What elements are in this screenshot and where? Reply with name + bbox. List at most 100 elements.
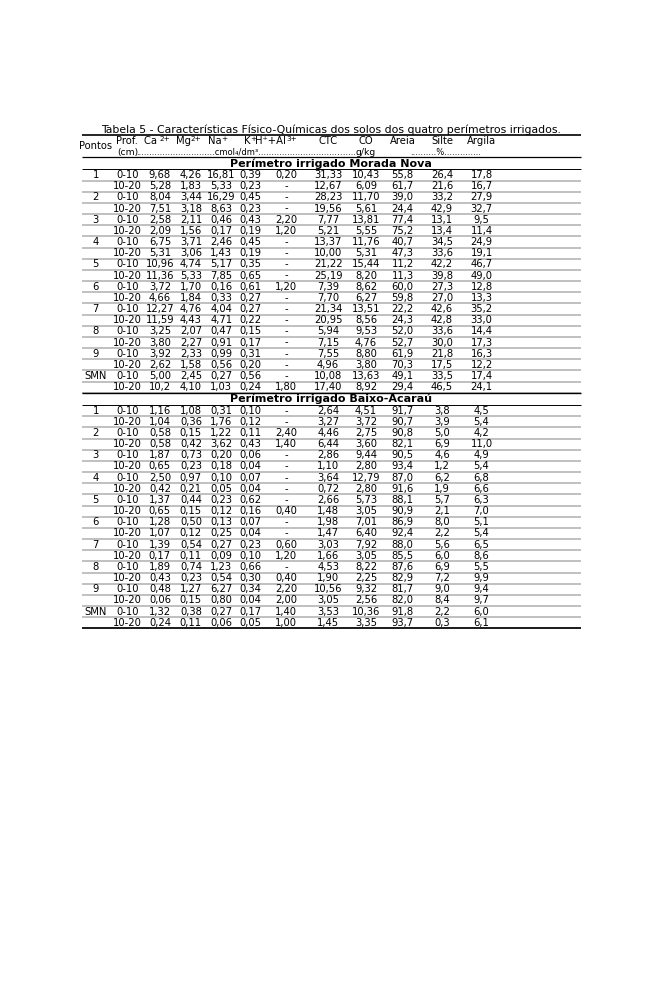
Text: 87,6: 87,6 [391,562,413,572]
Text: 8,80: 8,80 [355,349,377,359]
Text: 0,27: 0,27 [210,371,232,381]
Text: 1,9: 1,9 [434,484,450,494]
Text: Perímetro irrigado Morada Nova: Perímetro irrigado Morada Nova [230,158,432,168]
Text: 10-20: 10-20 [113,528,142,538]
Text: 90,7: 90,7 [391,417,413,426]
Text: 8,0: 8,0 [434,517,450,527]
Text: 0,05: 0,05 [239,618,261,628]
Text: 2,80: 2,80 [355,484,377,494]
Text: 13,81: 13,81 [352,215,380,225]
Text: 0-10: 0-10 [116,517,138,527]
Text: 0-10: 0-10 [116,451,138,461]
Text: 6,2: 6,2 [434,473,450,483]
Text: SMN: SMN [84,371,107,381]
Text: 8: 8 [93,327,99,337]
Text: 8,56: 8,56 [355,316,377,326]
Text: 2,56: 2,56 [355,596,377,606]
Text: 10-20: 10-20 [113,439,142,450]
Text: 2,62: 2,62 [149,360,171,370]
Text: 0,16: 0,16 [210,281,232,291]
Text: 3,44: 3,44 [180,193,202,203]
Text: 16,81: 16,81 [207,170,236,180]
Text: 60,0: 60,0 [391,281,413,291]
Text: 1,45: 1,45 [317,618,339,628]
Text: K: K [244,136,250,146]
Text: 0,04: 0,04 [239,462,261,472]
Text: 3,92: 3,92 [149,349,171,359]
Text: 21,34: 21,34 [314,304,342,314]
Text: 24,9: 24,9 [470,237,492,247]
Text: 22,2: 22,2 [391,304,413,314]
Text: 11,70: 11,70 [352,193,380,203]
Text: 1,00: 1,00 [275,618,297,628]
Text: 52,0: 52,0 [391,327,413,337]
Text: Argila: Argila [467,136,496,146]
Text: 17,8: 17,8 [470,170,492,180]
Text: 7: 7 [93,304,99,314]
Text: 55,8: 55,8 [391,170,413,180]
Text: 1,23: 1,23 [210,562,232,572]
Text: (cm): (cm) [117,147,138,156]
Text: 61,9: 61,9 [391,349,413,359]
Text: 2+: 2+ [160,136,171,142]
Text: 0-10: 0-10 [116,405,138,415]
Text: 6,0: 6,0 [434,550,450,560]
Text: 0,56: 0,56 [239,371,261,381]
Text: 3,64: 3,64 [317,473,339,483]
Text: 0,43: 0,43 [149,574,171,584]
Text: 5,31: 5,31 [355,248,377,258]
Text: Silte: Silte [431,136,453,146]
Text: 0,91: 0,91 [210,338,232,348]
Text: 0,23: 0,23 [180,574,202,584]
Text: -: - [285,451,288,461]
Text: 0,07: 0,07 [239,473,261,483]
Text: 42,6: 42,6 [431,304,453,314]
Text: 17,5: 17,5 [431,360,453,370]
Text: 10-20: 10-20 [113,270,142,280]
Text: 9,4: 9,4 [474,585,489,595]
Text: 0,20: 0,20 [210,451,232,461]
Text: 5,17: 5,17 [210,259,232,269]
Text: 0,54: 0,54 [180,539,202,549]
Text: 27,0: 27,0 [431,293,453,302]
Text: 6: 6 [93,281,99,291]
Text: 5,00: 5,00 [149,371,171,381]
Text: 5,28: 5,28 [149,181,171,192]
Text: CTC: CTC [318,136,338,146]
Text: 93,4: 93,4 [391,462,413,472]
Text: 12,2: 12,2 [470,360,492,370]
Text: 1,37: 1,37 [149,495,171,505]
Text: 5,4: 5,4 [474,528,489,538]
Text: 5,33: 5,33 [210,181,232,192]
Text: 61,7: 61,7 [391,181,413,192]
Text: 13,37: 13,37 [314,237,342,247]
Text: 3,05: 3,05 [355,506,377,516]
Text: 0-10: 0-10 [116,495,138,505]
Text: 90,5: 90,5 [391,451,413,461]
Text: 17,4: 17,4 [470,371,492,381]
Text: 12,67: 12,67 [314,181,342,192]
Text: 0-10: 0-10 [116,349,138,359]
Text: 4,76: 4,76 [355,338,377,348]
Text: -: - [285,327,288,337]
Text: 24,3: 24,3 [391,316,413,326]
Text: 0,56: 0,56 [210,360,232,370]
Text: 0,74: 0,74 [180,562,202,572]
Text: 9,0: 9,0 [434,585,450,595]
Text: 10-20: 10-20 [113,226,142,236]
Text: 3: 3 [93,451,99,461]
Text: 4: 4 [93,237,99,247]
Text: 33,5: 33,5 [431,371,453,381]
Text: 17,40: 17,40 [314,382,342,392]
Text: 0,38: 0,38 [180,607,202,617]
Text: 9,7: 9,7 [474,596,490,606]
Text: 0,23: 0,23 [210,495,232,505]
Text: 3,9: 3,9 [434,417,450,426]
Text: 9: 9 [93,349,99,359]
Text: 0,54: 0,54 [210,574,232,584]
Text: H⁺+Al: H⁺+Al [256,136,286,146]
Text: 6,8: 6,8 [474,473,489,483]
Text: Pontos: Pontos [79,141,112,151]
Text: 0,05: 0,05 [210,484,232,494]
Text: 5,33: 5,33 [180,270,202,280]
